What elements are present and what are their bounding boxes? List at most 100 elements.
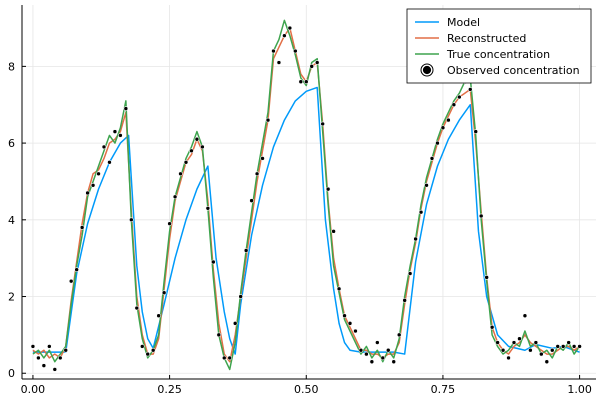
point-observed-concentration-6 (63, 347, 69, 353)
point-observed-concentration-69 (407, 271, 413, 276)
point-observed-concentration-87 (506, 355, 511, 361)
point-observed-concentration-47 (287, 25, 293, 31)
point-observed-concentration-27 (178, 171, 183, 177)
point-observed-concentration-59 (353, 328, 358, 334)
tick-labels: 0.00 0.25 0.50 0.75 1.00 0 2 4 6 8 (8, 60, 592, 396)
point-observed-concentration-54 (325, 186, 331, 192)
point-observed-concentration-36 (227, 355, 233, 361)
point-observed-concentration-13 (101, 144, 107, 150)
point-observed-concentration-11 (90, 182, 96, 188)
point-observed-concentration-93 (539, 351, 544, 357)
point-observed-concentration-88 (511, 340, 517, 345)
point-observed-concentration-98 (566, 340, 571, 345)
point-observed-concentration-57 (342, 313, 347, 319)
point-observed-concentration-19 (134, 305, 140, 311)
point-observed-concentration-90 (522, 313, 528, 319)
x-tick-label-4: 1.00 (567, 383, 592, 396)
point-observed-concentration-10 (85, 190, 90, 196)
legend-label-reconstructed: Reconstructed (447, 32, 526, 45)
point-observed-concentration-46 (282, 33, 287, 38)
point-observed-concentration-94 (544, 359, 550, 365)
axes (21, 5, 596, 380)
point-observed-concentration-15 (112, 129, 118, 134)
point-observed-concentration-7 (68, 278, 74, 284)
point-observed-concentration-84 (489, 324, 495, 330)
point-observed-concentration-41 (254, 171, 260, 177)
point-observed-concentration-56 (336, 286, 342, 292)
point-observed-concentration-74 (435, 140, 440, 146)
point-observed-concentration-65 (385, 347, 391, 353)
point-observed-concentration-58 (347, 321, 353, 326)
series-group (30, 19, 582, 372)
point-observed-concentration-31 (200, 144, 205, 150)
point-observed-concentration-34 (216, 332, 222, 338)
point-observed-concentration-55 (331, 229, 336, 234)
point-observed-concentration-33 (211, 259, 216, 265)
point-observed-concentration-75 (440, 125, 446, 131)
point-observed-concentration-64 (380, 355, 386, 361)
point-observed-concentration-80 (467, 87, 473, 92)
point-observed-concentration-21 (145, 351, 151, 357)
x-tick-label-0: 0.00 (21, 383, 46, 396)
point-observed-concentration-62 (369, 359, 375, 365)
point-observed-concentration-49 (298, 79, 304, 85)
y-tick-label-4: 8 (8, 60, 15, 73)
point-observed-concentration-71 (418, 209, 424, 215)
point-observed-concentration-38 (238, 294, 243, 299)
point-observed-concentration-61 (364, 351, 369, 357)
legend-label-true-concentration: True concentration (446, 48, 550, 61)
point-observed-concentration-96 (555, 344, 561, 349)
point-observed-concentration-81 (473, 129, 479, 134)
point-observed-concentration-95 (549, 347, 555, 353)
x-tick-label-2: 0.50 (294, 383, 319, 396)
point-observed-concentration-28 (183, 159, 189, 165)
point-observed-concentration-97 (560, 344, 566, 349)
point-observed-concentration-25 (167, 221, 172, 226)
point-observed-concentration-8 (74, 267, 79, 272)
point-observed-concentration-67 (396, 332, 402, 338)
point-observed-concentration-17 (123, 106, 129, 111)
series-line-model (32, 86, 580, 355)
point-observed-concentration-51 (309, 64, 315, 69)
point-observed-concentration-68 (402, 298, 407, 303)
point-observed-concentration-2 (41, 363, 47, 368)
point-observed-concentration-63 (375, 340, 380, 345)
point-observed-concentration-82 (478, 213, 484, 219)
point-observed-concentration-18 (129, 217, 134, 223)
point-observed-concentration-44 (271, 48, 276, 54)
point-observed-concentration-78 (457, 94, 462, 100)
x-tick-label-3: 0.75 (431, 383, 456, 396)
point-observed-concentration-29 (189, 148, 194, 154)
legend-swatch-observed-concentration (422, 65, 432, 75)
point-observed-concentration-92 (533, 340, 539, 345)
x-tick-label-1: 0.25 (157, 383, 182, 396)
point-observed-concentration-89 (517, 336, 522, 342)
point-observed-concentration-60 (358, 347, 364, 353)
point-observed-concentration-86 (500, 347, 506, 353)
y-tick-label-0: 0 (8, 367, 15, 380)
point-observed-concentration-43 (265, 117, 271, 123)
point-observed-concentration-50 (303, 79, 309, 85)
point-observed-concentration-37 (232, 321, 238, 326)
point-observed-concentration-23 (156, 313, 161, 319)
point-observed-concentration-66 (391, 359, 397, 365)
point-observed-concentration-48 (293, 48, 298, 54)
point-observed-concentration-45 (276, 60, 282, 65)
point-observed-concentration-9 (79, 225, 85, 230)
point-observed-concentration-12 (96, 171, 101, 177)
point-observed-concentration-14 (107, 159, 112, 165)
legend: Model Reconstructed True concentration Obse… (406, 8, 592, 84)
point-observed-concentration-52 (314, 60, 320, 65)
point-observed-concentration-20 (139, 344, 145, 349)
point-observed-concentration-83 (484, 275, 489, 280)
point-observed-concentration-39 (243, 248, 249, 253)
point-observed-concentration-22 (150, 347, 156, 353)
y-tick-label-2: 4 (8, 214, 15, 227)
legend-label-observed-concentration: Observed concentration (447, 64, 580, 77)
point-observed-concentration-73 (429, 156, 435, 161)
point-observed-concentration-26 (172, 194, 178, 200)
point-observed-concentration-70 (413, 236, 418, 242)
point-observed-concentration-0 (30, 344, 36, 349)
point-observed-concentration-1 (36, 355, 41, 361)
